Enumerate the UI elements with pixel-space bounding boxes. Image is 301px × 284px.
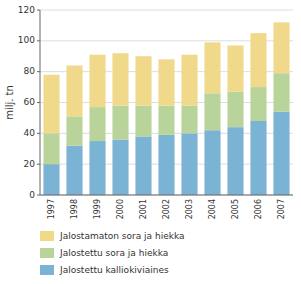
bar <box>66 66 82 117</box>
y-tick-label: 40 <box>24 128 36 138</box>
legend-label: Jalostettu kalliokiviaines <box>59 265 169 275</box>
bar <box>135 56 151 105</box>
bar <box>112 140 128 196</box>
bar <box>227 92 243 127</box>
bar <box>135 106 151 137</box>
legend-swatch <box>40 265 54 275</box>
bar <box>250 87 266 121</box>
x-axis <box>40 195 293 196</box>
y-axis-label: milj. tn <box>4 85 15 120</box>
bar <box>66 146 82 195</box>
y-tick-label: 100 <box>18 35 35 45</box>
grid-line <box>40 195 293 196</box>
bar <box>273 112 289 195</box>
bars <box>43 22 289 195</box>
bar <box>227 45 243 91</box>
bar <box>158 59 174 105</box>
bar <box>250 121 266 195</box>
bar <box>181 55 197 106</box>
x-tick-label: 2006 <box>254 199 263 219</box>
y-tick-label: 120 <box>18 5 35 15</box>
x-tick-label: 1997 <box>47 199 56 219</box>
bar <box>89 141 105 195</box>
x-tick-label: 1998 <box>70 199 79 219</box>
bar <box>112 53 128 105</box>
y-tick-label: 0 <box>29 190 35 200</box>
bar <box>43 164 59 195</box>
bar <box>273 73 289 112</box>
bar <box>112 106 128 140</box>
x-tick-label: 2004 <box>208 199 217 219</box>
x-tick-label: 2002 <box>162 199 171 219</box>
x-tick-label: 1999 <box>93 199 102 219</box>
bar <box>204 93 220 130</box>
x-tick-label: 2000 <box>116 199 125 219</box>
chart: 0 20 40 60 80 100 120 1997 1998 1999 2000 2001 2002 2… <box>0 0 301 284</box>
y-tick-label: 20 <box>24 159 36 169</box>
legend-swatch <box>40 248 54 258</box>
x-tick-label: 2007 <box>277 199 286 219</box>
legend-label: Jalostettu sora ja hiekka <box>59 248 168 258</box>
bar <box>181 106 197 134</box>
x-tick-label: 2001 <box>139 199 148 219</box>
bar <box>273 22 289 73</box>
y-tick-label: 80 <box>24 66 36 76</box>
bar <box>89 55 105 107</box>
grid-line <box>40 10 293 11</box>
bar <box>204 42 220 93</box>
bar <box>43 75 59 134</box>
x-tick-label: 2003 <box>185 199 194 219</box>
bar <box>181 133 197 195</box>
bar <box>66 116 82 145</box>
bar <box>227 127 243 195</box>
bar <box>135 136 151 195</box>
bar <box>158 135 174 195</box>
bar <box>43 133 59 164</box>
x-tick-label: 2005 <box>231 199 240 219</box>
y-tick-label: 60 <box>24 97 36 107</box>
y-axis <box>40 10 41 195</box>
bar <box>158 106 174 135</box>
bar <box>250 33 266 87</box>
bar <box>89 107 105 141</box>
bar <box>204 130 220 195</box>
legend-label: Jalostamaton sora ja hiekka <box>59 231 184 241</box>
legend-swatch <box>40 231 54 241</box>
